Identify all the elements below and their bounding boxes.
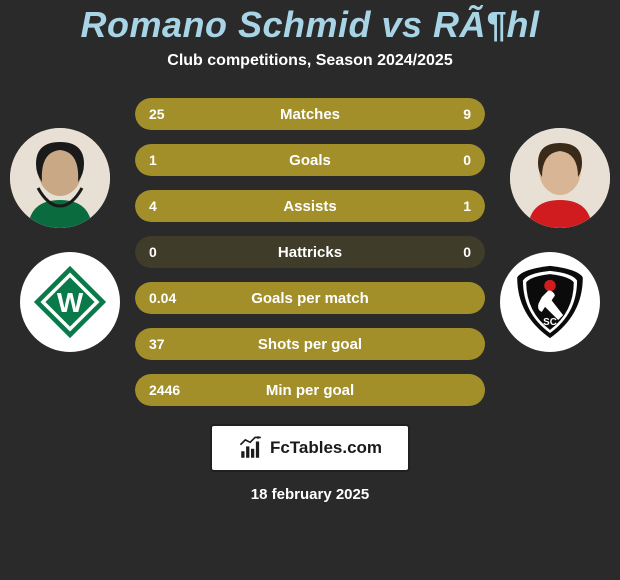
stat-value-left: 0 <box>135 244 195 260</box>
svg-text:W: W <box>57 287 84 318</box>
stat-row: 4Assists1 <box>135 190 485 222</box>
page-title: Romano Schmid vs RÃ¶hl <box>0 4 620 46</box>
brand-text: FcTables.com <box>270 438 382 458</box>
stat-row: 0Hattricks0 <box>135 236 485 268</box>
stat-label: Hattricks <box>195 244 425 261</box>
sc-freiburg-icon: SC <box>509 261 591 343</box>
stat-value-left: 4 <box>135 198 195 214</box>
player-right-avatar <box>510 128 610 228</box>
stat-value-right: 0 <box>425 152 485 168</box>
stat-value-left: 25 <box>135 106 195 122</box>
stat-value-left: 2446 <box>135 382 195 398</box>
stat-label: Shots per goal <box>195 336 425 353</box>
avatar-placeholder-icon <box>510 128 610 228</box>
werder-bremen-icon: W <box>29 261 111 343</box>
club-left-badge: W <box>20 252 120 352</box>
stat-value-left: 1 <box>135 152 195 168</box>
svg-text:SC: SC <box>543 317 557 328</box>
stat-value-right: 0 <box>425 244 485 260</box>
stats-table: 25Matches91Goals04Assists10Hattricks00.0… <box>135 98 485 406</box>
stat-label: Goals <box>195 152 425 169</box>
avatar-placeholder-icon <box>10 128 110 228</box>
date-label: 18 february 2025 <box>0 486 620 503</box>
stat-row: 37Shots per goal <box>135 328 485 360</box>
stat-label: Matches <box>195 106 425 123</box>
stat-label: Min per goal <box>195 382 425 399</box>
brand-badge: FcTables.com <box>210 424 410 472</box>
comparison-card: Romano Schmid vs RÃ¶hl Club competitions… <box>0 0 620 580</box>
club-right-badge: SC <box>500 252 600 352</box>
subtitle: Club competitions, Season 2024/2025 <box>0 52 620 70</box>
stat-label: Assists <box>195 198 425 215</box>
stat-row: 2446Min per goal <box>135 374 485 406</box>
stat-value-left: 0.04 <box>135 290 195 306</box>
stat-label: Goals per match <box>195 290 425 307</box>
stat-row: 1Goals0 <box>135 144 485 176</box>
stat-value-left: 37 <box>135 336 195 352</box>
chart-icon <box>238 435 264 461</box>
stat-row: 25Matches9 <box>135 98 485 130</box>
stat-row: 0.04Goals per match <box>135 282 485 314</box>
stat-value-right: 1 <box>425 198 485 214</box>
player-left-avatar <box>10 128 110 228</box>
stat-value-right: 9 <box>425 106 485 122</box>
